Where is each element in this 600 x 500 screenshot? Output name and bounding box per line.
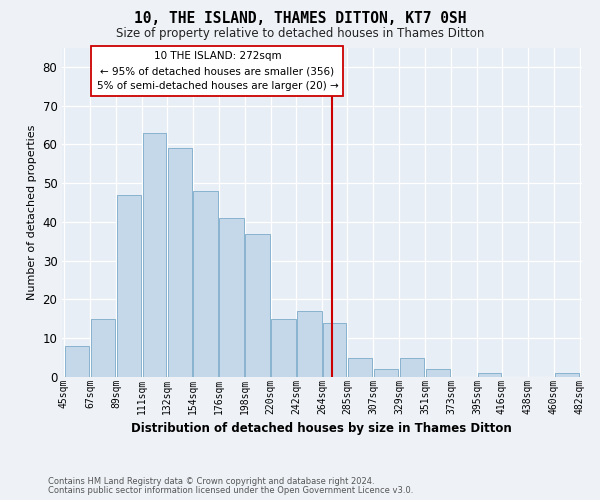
Bar bbox=[193, 191, 218, 377]
Bar bbox=[245, 234, 269, 377]
Bar bbox=[117, 195, 141, 377]
Text: 10, THE ISLAND, THAMES DITTON, KT7 0SH: 10, THE ISLAND, THAMES DITTON, KT7 0SH bbox=[134, 11, 466, 26]
X-axis label: Distribution of detached houses by size in Thames Ditton: Distribution of detached houses by size … bbox=[131, 422, 512, 435]
Bar bbox=[400, 358, 424, 377]
Bar bbox=[143, 133, 166, 377]
Y-axis label: Number of detached properties: Number of detached properties bbox=[27, 124, 37, 300]
Text: Contains HM Land Registry data © Crown copyright and database right 2024.: Contains HM Land Registry data © Crown c… bbox=[48, 477, 374, 486]
Bar bbox=[426, 370, 450, 377]
Bar bbox=[323, 323, 346, 377]
Bar bbox=[478, 373, 501, 377]
Bar bbox=[220, 218, 244, 377]
Bar bbox=[554, 373, 579, 377]
Bar bbox=[374, 370, 398, 377]
Text: Size of property relative to detached houses in Thames Ditton: Size of property relative to detached ho… bbox=[116, 28, 484, 40]
Bar bbox=[348, 358, 373, 377]
Bar bbox=[271, 319, 296, 377]
Bar bbox=[65, 346, 89, 377]
Bar bbox=[298, 311, 322, 377]
Bar bbox=[167, 148, 192, 377]
Text: Contains public sector information licensed under the Open Government Licence v3: Contains public sector information licen… bbox=[48, 486, 413, 495]
Bar bbox=[91, 319, 115, 377]
Text: 10 THE ISLAND: 272sqm
← 95% of detached houses are smaller (356)
5% of semi-deta: 10 THE ISLAND: 272sqm ← 95% of detached … bbox=[97, 52, 338, 91]
